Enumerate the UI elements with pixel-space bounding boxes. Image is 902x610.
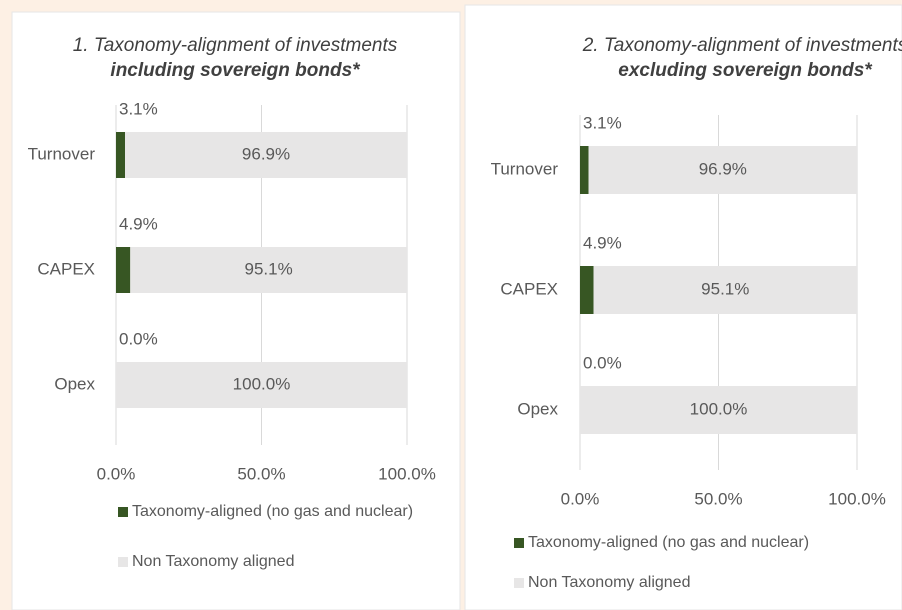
data-label: 4.9% [583,233,622,252]
y-tick-label: CAPEX [37,259,95,278]
data-label: 100.0% [690,399,748,418]
bar [588,146,857,194]
x-tick-label: 100.0% [828,489,886,508]
title-part: excluding sovereign bonds* [618,60,872,81]
data-label: 0.0% [583,353,622,372]
y-tick-label: Opex [517,399,558,418]
bar [580,386,857,434]
legend-swatch [118,507,128,517]
legend-label: Non Taxonomy aligned [528,574,690,591]
bar [580,146,589,194]
data-label: 95.1% [701,279,749,298]
x-tick-label: 50.0% [237,464,285,483]
legend-label: Taxonomy-aligned (no gas and nuclear) [132,503,413,520]
x-tick-label: 0.0% [97,464,136,483]
x-tick-label: 50.0% [694,489,742,508]
legend-label: Taxonomy-aligned (no gas and nuclear) [528,534,809,551]
y-tick-label: Turnover [28,144,96,163]
chart-title: 1. Taxonomy-alignment of investments inc… [60,33,410,83]
title-part: 2. Taxonomy-alignment of investments [582,35,902,56]
bar [593,266,857,314]
x-tick-label: 0.0% [561,489,600,508]
legend-swatch [514,538,524,548]
x-tick-label: 100.0% [378,464,436,483]
data-label: 4.9% [119,214,158,233]
data-label: 96.9% [699,159,747,178]
data-label: 95.1% [245,259,293,278]
chart-title: 2. Taxonomy-alignment of investments exc… [575,33,902,83]
title-part: 1. Taxonomy-alignment of investments [72,35,398,56]
data-label: 96.9% [242,144,290,163]
data-label: 3.1% [119,99,158,118]
data-label: 3.1% [583,113,622,132]
legend-swatch [514,578,524,588]
bar [130,247,407,293]
y-tick-label: CAPEX [500,279,558,298]
bar [125,132,408,178]
bar [116,132,126,178]
panel [11,11,461,610]
data-label: 0.0% [119,329,158,348]
y-tick-label: Turnover [491,159,559,178]
legend-swatch [118,557,128,567]
y-tick-label: Opex [54,374,95,393]
legend-label: Non Taxonomy aligned [132,553,294,570]
bar [116,362,407,408]
bar [580,266,594,314]
data-label: 100.0% [233,374,291,393]
bar [116,247,131,293]
title-part: including sovereign bonds* [110,60,360,81]
